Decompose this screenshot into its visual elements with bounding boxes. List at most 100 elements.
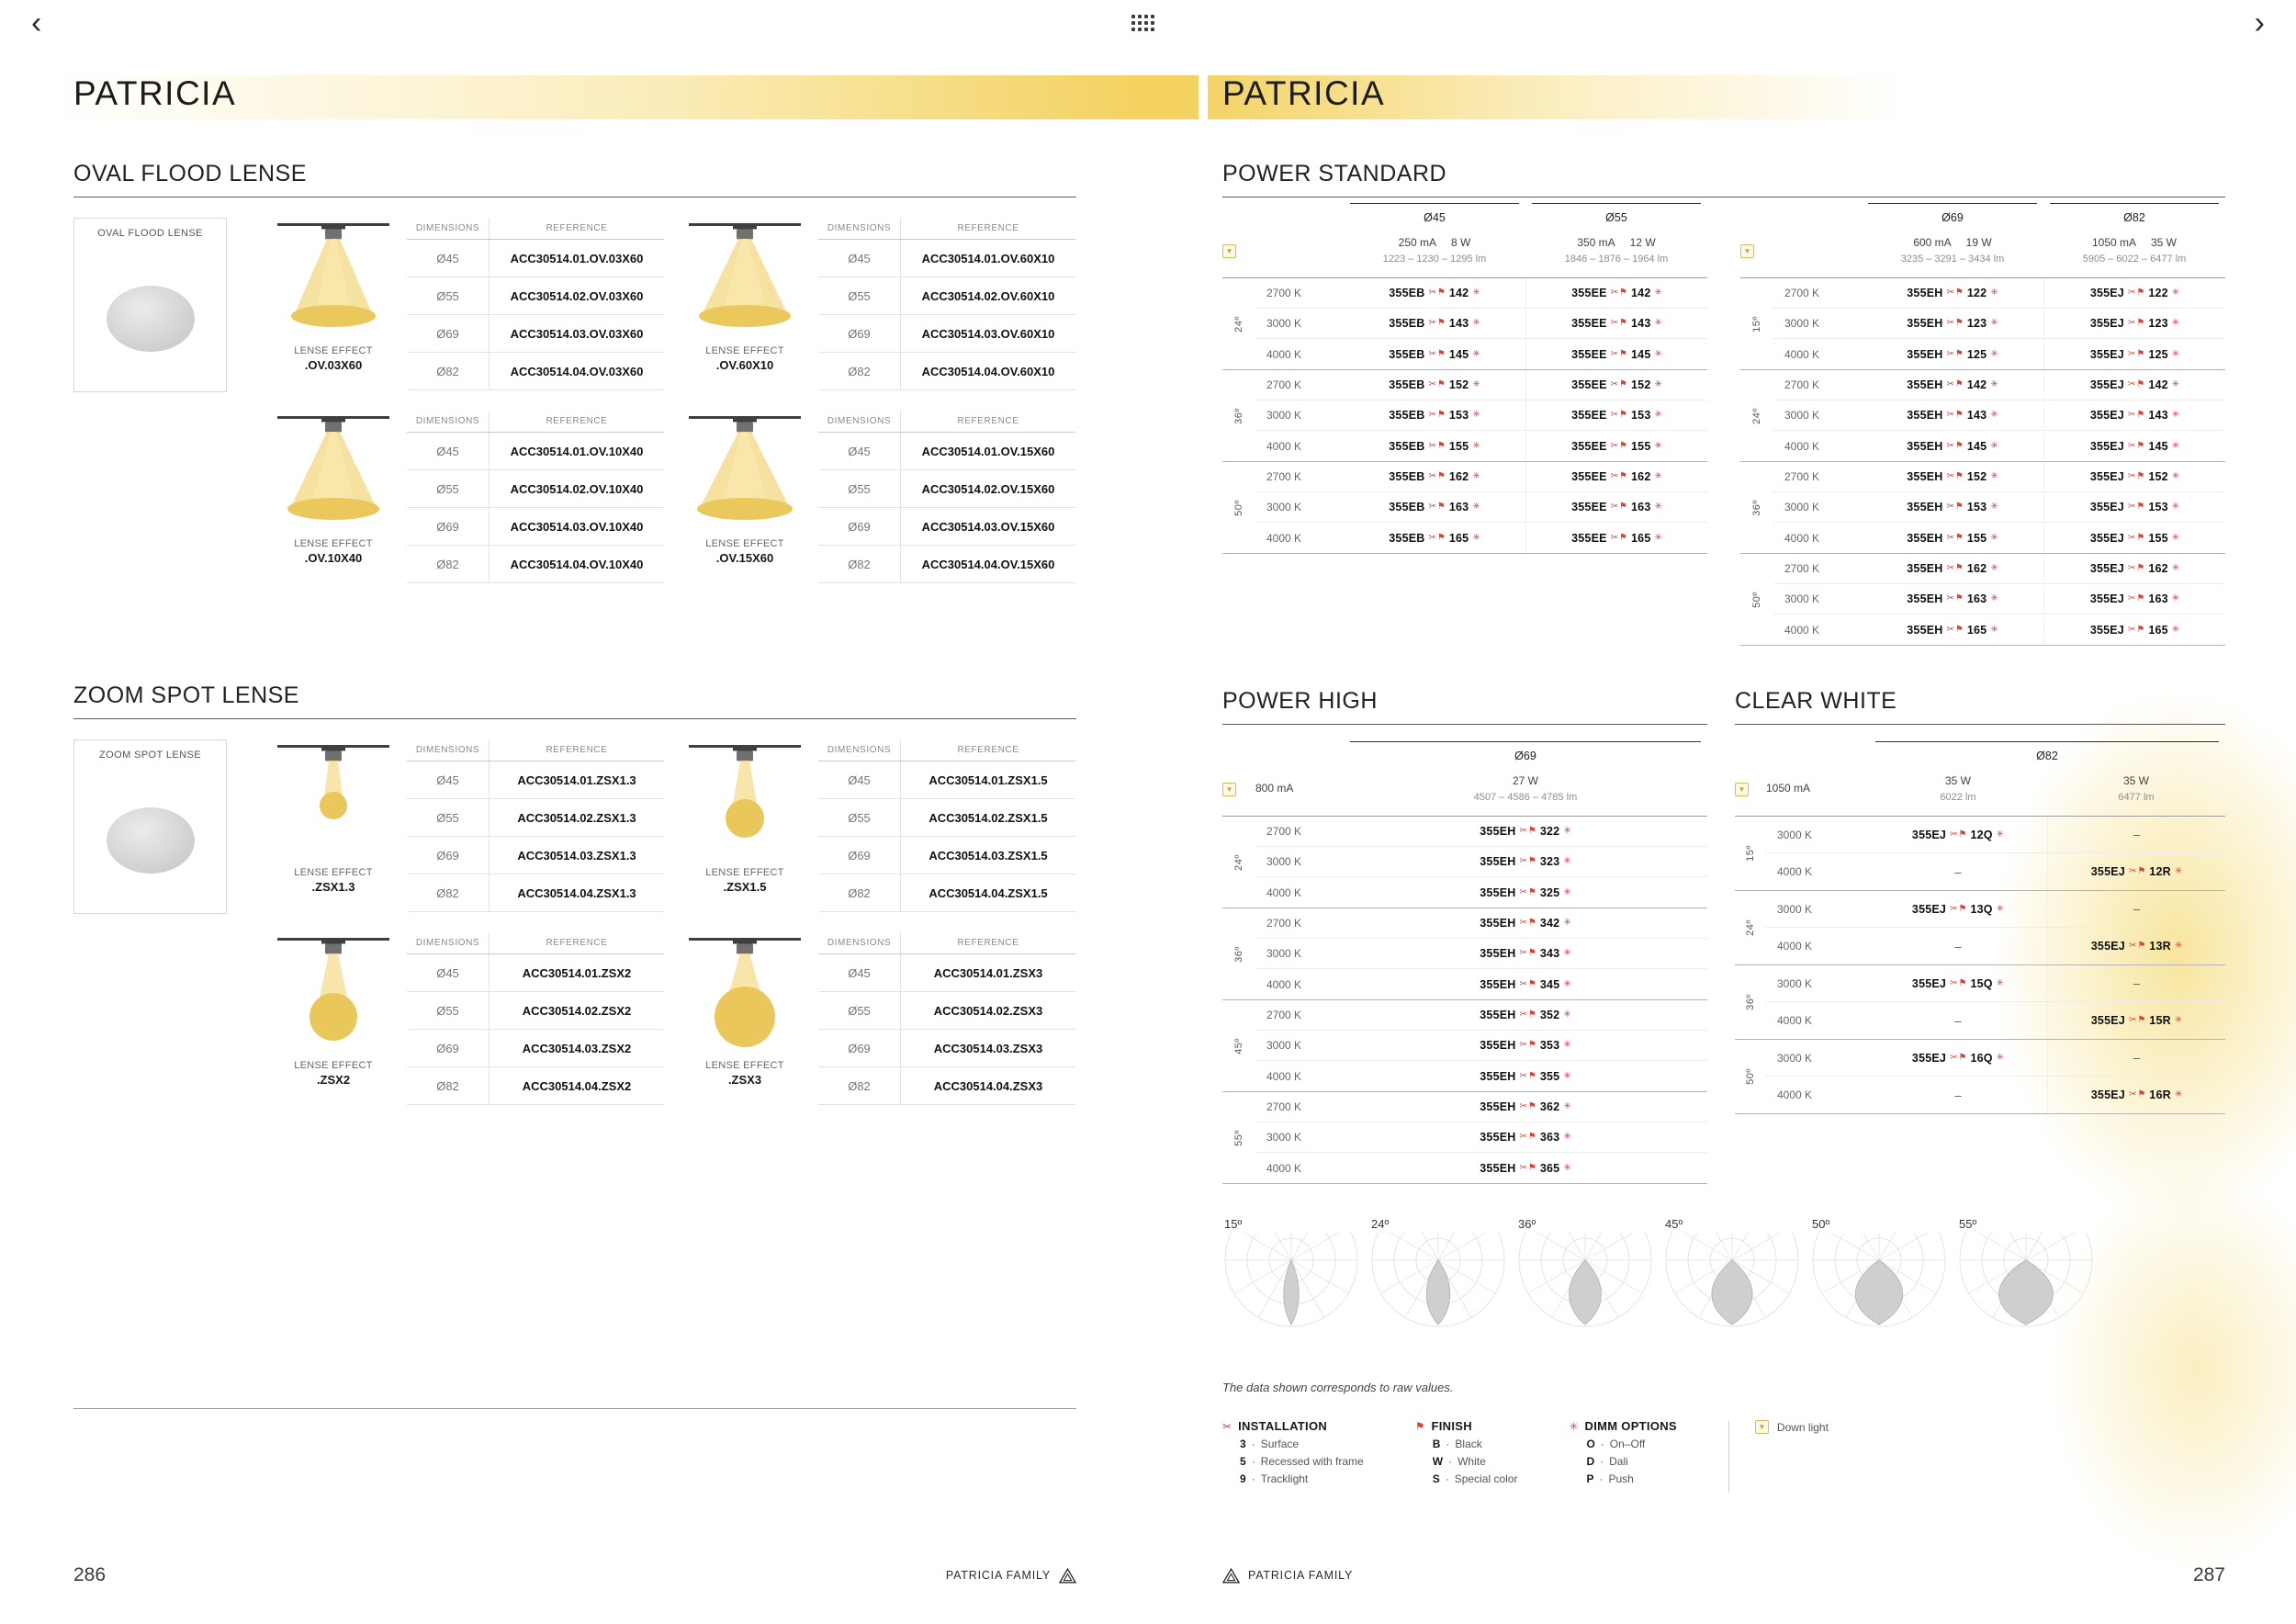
installation-icon: ✂ xyxy=(1946,440,1954,451)
finish-icon: ⚑ xyxy=(1527,1132,1536,1142)
legend-item: O · On–Off xyxy=(1586,1438,1676,1450)
spec-row: 2700 K 355EH ✂ ⚑ 152 ✳ 355EJ ✂ ⚑ 152 ✳ xyxy=(1773,462,2225,492)
finish-icon: ⚑ xyxy=(1958,1052,1967,1063)
dimm-icon: ✳ xyxy=(1996,829,2005,840)
dimm-icon: ✳ xyxy=(1990,379,1998,389)
dimension-value: Ø45 xyxy=(407,433,490,469)
lens-table-row: Ø69 ACC30514.03.ZSX2 xyxy=(407,1030,664,1067)
finish-icon: ⚑ xyxy=(1527,1009,1536,1020)
option-icons: ✂ ⚑ xyxy=(2129,942,2145,951)
product-cell: 355EH ✂ ⚑ 342 ✳ xyxy=(1344,908,1707,938)
section-heading-power-high: POWER HIGH xyxy=(1222,688,1707,725)
finish-icon: ⚑ xyxy=(1527,948,1536,958)
page-title: PATRICIA xyxy=(1222,74,1386,112)
product-code: 355EB xyxy=(1389,501,1425,513)
legend-title: INSTALLATION xyxy=(1238,1419,1328,1433)
variant-number: 142 xyxy=(1448,287,1469,299)
grid-menu-button[interactable] xyxy=(1131,15,1156,33)
variant-number: 145 xyxy=(1448,347,1469,361)
sp-rows: 2700 K 355EB ✂ ⚑ 162 ✳ 355EE ✂ ⚑ 162 ✳ 3000 K 355EB ✂… xyxy=(1255,462,1707,553)
product-cell: 355EE ✂ ⚑ 163 ✳ xyxy=(1525,492,1707,522)
dimm-icon: ✳ xyxy=(2171,624,2180,635)
lens-table-row: Ø55 ACC30514.02.ZSX1.3 xyxy=(407,799,664,837)
installation-icon: ✂ xyxy=(1950,829,1958,840)
finish-icon: ⚑ xyxy=(1954,288,1964,298)
installation-icon: ✂ xyxy=(1428,348,1436,359)
product-code: 355EJ xyxy=(1911,976,1947,990)
beam-angle-label: 50º xyxy=(1744,1068,1756,1085)
lens-reference-table: DIMENSIONS REFERENCE Ø45 ACC30514.01.ZSX1.5… xyxy=(818,739,1075,912)
dimm-icon: ✳ xyxy=(1472,471,1480,481)
product-cell: 355EJ ✂ ⚑ 16R ✳ xyxy=(2047,1077,2225,1113)
dimm-icon: ✳ xyxy=(1563,886,1571,897)
beam-angle-label: 50º xyxy=(1232,499,1244,516)
power-high-table: Ø69 ▾ 800 mA 27 W 4507 – 4586 – 4785 lm 24º 27… xyxy=(1222,741,1707,1184)
variant-number: 342 xyxy=(1539,917,1560,930)
dimm-icon: ✳ xyxy=(1990,563,1998,573)
prev-page-button[interactable]: ‹ xyxy=(31,6,42,40)
product-cell: 355EJ ✂ ⚑ 165 ✳ xyxy=(2043,615,2225,645)
dimm-icon: ✳ xyxy=(2171,318,2180,328)
lens-figure: LENSE EFFECT .ZSX2 xyxy=(264,932,403,1105)
footer-brand: PATRICIA FAMILY xyxy=(1222,1567,1353,1584)
wattage: 12 W xyxy=(1629,235,1656,249)
option-icons: ✂ ⚑ xyxy=(2129,1090,2145,1100)
product-cell: 355EJ ✂ ⚑ 162 ✳ xyxy=(2043,554,2225,583)
sp-rows: 2700 K 355EH ✂ ⚑ 342 ✳ 3000 K 355EH ✂ ⚑ 343 ✳ 4000 K… xyxy=(1255,908,1707,999)
product-code: 355EH xyxy=(1480,855,1516,868)
reference-code: ACC30514.04.ZSX3 xyxy=(933,1078,1043,1093)
product-code: 355EH xyxy=(1480,885,1516,899)
legend-separator: · xyxy=(1251,1455,1255,1468)
option-icons: ✂ ⚑ xyxy=(1429,380,1446,389)
finish-icon: ⚑ xyxy=(1958,903,1967,914)
color-temperature: 4000 K xyxy=(1784,623,1820,637)
option-icons: ✂ ⚑ xyxy=(2128,472,2144,481)
color-temperature: 4000 K xyxy=(1777,940,1813,953)
lens-table-row: Ø55 ACC30514.02.ZSX1.5 xyxy=(818,799,1075,837)
installation-icon: ✂ xyxy=(2127,624,2136,635)
installation-icon: ✂ xyxy=(1519,1040,1527,1050)
legend-key: O xyxy=(1586,1438,1595,1450)
installation-icon: ✂ xyxy=(1428,379,1436,389)
lens-block: LENSE EFFECT .ZSX3 DIMENSIONS REFERENCE Ø45 A… xyxy=(675,932,1075,1105)
electrical-spec: 250 mA 8 W 1223 – 1230 – 1295 lm xyxy=(1344,236,1525,265)
installation-icon: ✂ xyxy=(2127,471,2136,481)
variant-number: 163 xyxy=(1448,501,1469,513)
reference-code: ACC30514.02.ZSX2 xyxy=(522,1003,632,1018)
lens-table-row: Ø45 ACC30514.01.ZSX3 xyxy=(818,954,1075,992)
installation-icon: ✂ xyxy=(1519,856,1527,866)
lens-effect-code: .ZSX1.5 xyxy=(723,880,767,894)
product-cell: – xyxy=(1869,853,2047,890)
sp-spec1: 35 W xyxy=(2047,774,2225,787)
product-code: 355EH xyxy=(1907,347,1943,361)
product-cell: 355EE ✂ ⚑ 155 ✳ xyxy=(1525,431,1707,461)
spec-row: 2700 K 355EH ✂ ⚑ 322 ✳ xyxy=(1255,817,1707,847)
beam-angle-label: 15º xyxy=(1224,1217,1243,1231)
installation-icon: ✂ xyxy=(2127,563,2136,573)
dimm-icon: ✳ xyxy=(1990,440,1998,451)
variant-number: 153 xyxy=(2148,501,2168,513)
lens-reference-table: DIMENSIONS REFERENCE Ø45 ACC30514.01.ZSX2 Ø5… xyxy=(407,932,664,1105)
sp-angle: 15º xyxy=(1740,278,1773,369)
color-temperature: 2700 K xyxy=(1266,917,1302,930)
sp-angle: 24º xyxy=(1222,817,1255,908)
next-page-button[interactable]: › xyxy=(2254,6,2265,40)
dimm-icon: ✳ xyxy=(1996,903,2005,914)
lens-table-row: Ø55 ACC30514.02.OV.60X10 xyxy=(818,277,1075,315)
spec-row: 2700 K 355EB ✂ ⚑ 142 ✳ 355EE ✂ ⚑ 142 ✳ xyxy=(1255,278,1707,309)
variant-number: 155 xyxy=(1448,439,1469,453)
variant-number: 325 xyxy=(1539,885,1560,899)
lens-table-row: Ø69 ACC30514.03.ZSX1.5 xyxy=(818,837,1075,874)
variant-number: 142 xyxy=(2148,378,2168,391)
angle-group: 36º 2700 K 355EH ✂ ⚑ 342 ✳ 3000 K 355EH ✂ ⚑ 343 ✳ 400… xyxy=(1222,908,1707,1000)
finish-icon: ⚑ xyxy=(1527,1070,1536,1081)
sp-spacer xyxy=(1740,203,1862,231)
sp-angle: 36º xyxy=(1222,908,1255,999)
dimension-value: Ø82 xyxy=(818,353,901,389)
finish-icon: ⚑ xyxy=(2136,318,2145,328)
variant-number: 343 xyxy=(1539,947,1560,960)
lens-block: LENSE EFFECT .OV.10X40 DIMENSIONS REFERENCE… xyxy=(264,411,664,583)
product-cell: 355EH ✂ ⚑ 363 ✳ xyxy=(1344,1122,1707,1152)
sp-rows: 3000 K 355EJ ✂ ⚑ 16Q ✳ –4000 K –355EJ ✂ ⚑ 16R ✳ xyxy=(1766,1040,2225,1113)
